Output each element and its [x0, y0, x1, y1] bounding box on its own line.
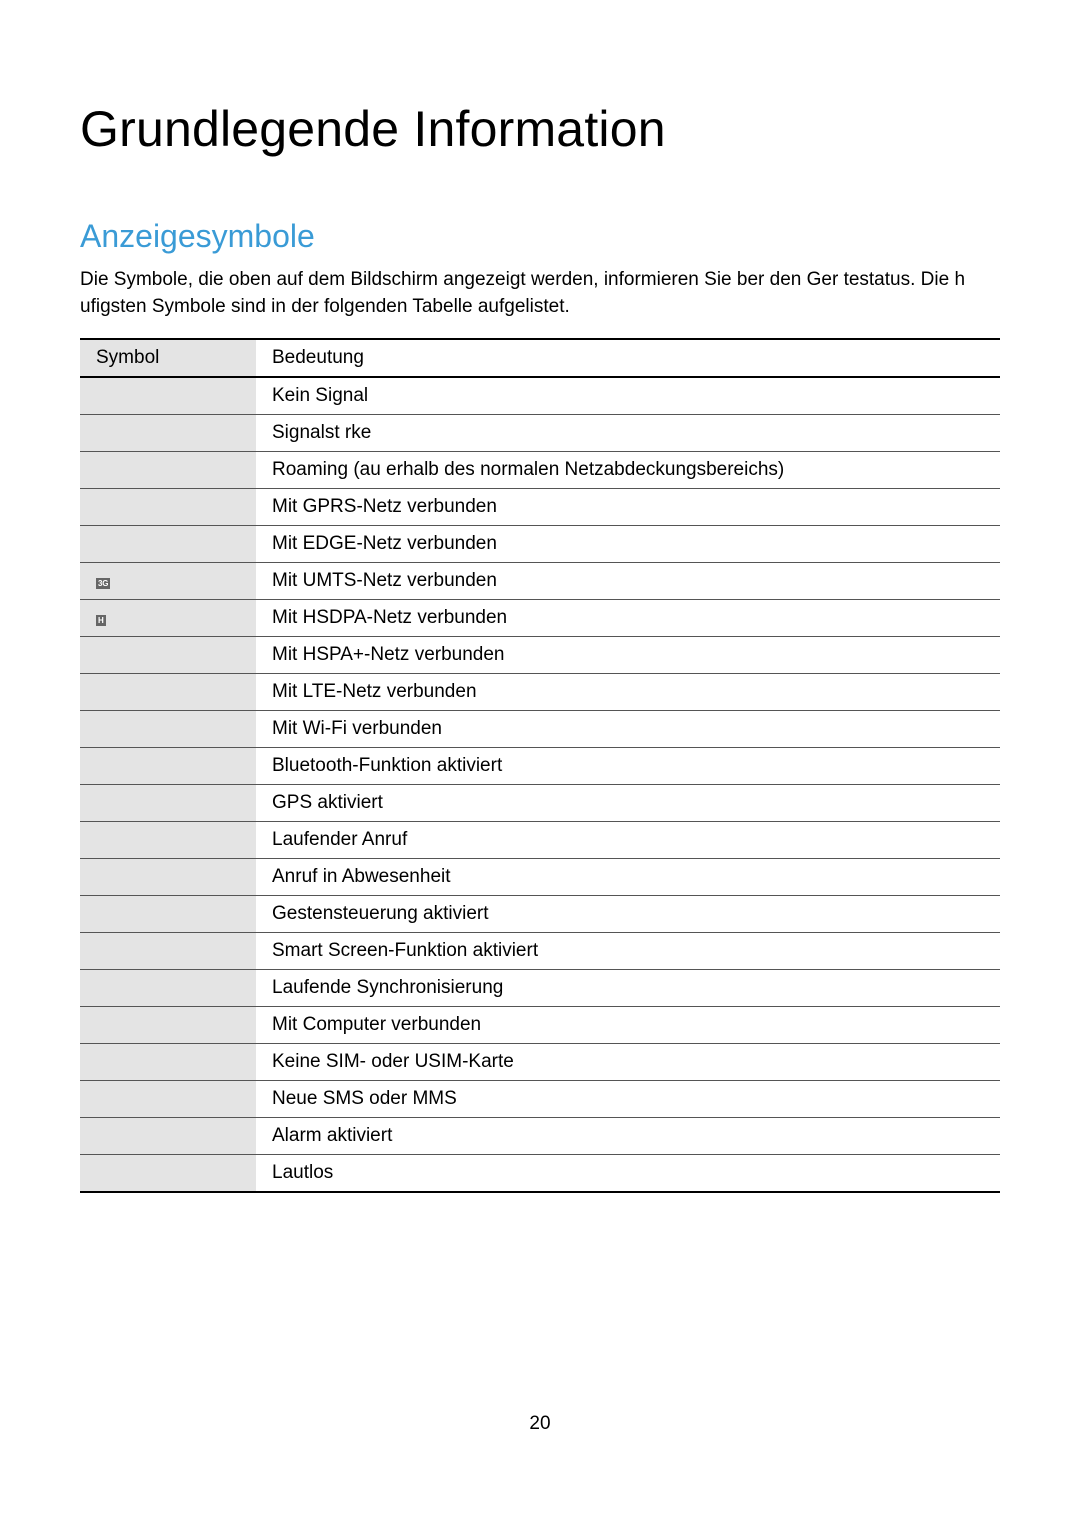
meaning-cell: Neue SMS oder MMS [256, 1081, 1000, 1118]
symbol-cell [80, 896, 256, 933]
symbol-cell: H [80, 600, 256, 637]
table-row: Mit LTE-Netz verbunden [80, 674, 1000, 711]
table-row: Mit EDGE-Netz verbunden [80, 526, 1000, 563]
intro-paragraph: Die Symbole, die oben auf dem Bildschirm… [80, 267, 1000, 320]
meaning-cell: Mit UMTS-Netz verbunden [256, 563, 1000, 600]
table-row: Smart Screen-Funktion aktiviert [80, 933, 1000, 970]
symbol-table: Symbol Bedeutung Kein SignalSignalst rke… [80, 338, 1000, 1193]
meaning-cell: Mit Wi-Fi verbunden [256, 711, 1000, 748]
symbol-cell [80, 785, 256, 822]
symbol-cell [80, 1007, 256, 1044]
header-meaning: Bedeutung [256, 339, 1000, 377]
table-row: Kein Signal [80, 377, 1000, 415]
table-row: Mit GPRS-Netz verbunden [80, 489, 1000, 526]
table-row: Lautlos [80, 1155, 1000, 1193]
table-header-row: Symbol Bedeutung [80, 339, 1000, 377]
symbol-cell [80, 859, 256, 896]
symbol-cell: 3G [80, 563, 256, 600]
section-subtitle: Anzeigesymbole [80, 218, 1000, 255]
symbol-cell [80, 1081, 256, 1118]
symbol-cell [80, 970, 256, 1007]
table-row: Gestensteuerung aktiviert [80, 896, 1000, 933]
meaning-cell: Roaming (au erhalb des normalen Netzabde… [256, 452, 1000, 489]
table-row: Laufende Synchronisierung [80, 970, 1000, 1007]
meaning-cell: Mit EDGE-Netz verbunden [256, 526, 1000, 563]
meaning-cell: Lautlos [256, 1155, 1000, 1193]
meaning-cell: Laufender Anruf [256, 822, 1000, 859]
table-row: Signalst rke [80, 415, 1000, 452]
table-row: GPS aktiviert [80, 785, 1000, 822]
meaning-cell: Keine SIM- oder USIM-Karte [256, 1044, 1000, 1081]
meaning-cell: Mit LTE-Netz verbunden [256, 674, 1000, 711]
table-row: Alarm aktiviert [80, 1118, 1000, 1155]
table-row: Roaming (au erhalb des normalen Netzabde… [80, 452, 1000, 489]
meaning-cell: Mit HSPA+-Netz verbunden [256, 637, 1000, 674]
symbol-cell [80, 377, 256, 415]
table-row: H Mit HSDPA-Netz verbunden [80, 600, 1000, 637]
meaning-cell: Bluetooth-Funktion aktiviert [256, 748, 1000, 785]
symbol-cell [80, 1044, 256, 1081]
meaning-cell: Signalst rke [256, 415, 1000, 452]
table-row: Mit Computer verbunden [80, 1007, 1000, 1044]
symbol-cell [80, 637, 256, 674]
page-title: Grundlegende Information [80, 100, 1000, 158]
symbol-cell [80, 1155, 256, 1193]
symbol-cell [80, 415, 256, 452]
symbol-cell [80, 822, 256, 859]
table-row: Bluetooth-Funktion aktiviert [80, 748, 1000, 785]
table-row: Mit HSPA+-Netz verbunden [80, 637, 1000, 674]
meaning-cell: Alarm aktiviert [256, 1118, 1000, 1155]
meaning-cell: Smart Screen-Funktion aktiviert [256, 933, 1000, 970]
meaning-cell: Anruf in Abwesenheit [256, 859, 1000, 896]
symbol-cell [80, 748, 256, 785]
table-row: 3G Mit UMTS-Netz verbunden [80, 563, 1000, 600]
status-icon: 3G [96, 578, 110, 589]
meaning-cell: Mit Computer verbunden [256, 1007, 1000, 1044]
status-icon: H [96, 615, 106, 626]
symbol-cell [80, 452, 256, 489]
table-row: Mit Wi-Fi verbunden [80, 711, 1000, 748]
header-symbol: Symbol [80, 339, 256, 377]
symbol-cell [80, 489, 256, 526]
symbol-cell [80, 526, 256, 563]
meaning-cell: Gestensteuerung aktiviert [256, 896, 1000, 933]
symbol-cell [80, 711, 256, 748]
page-number: 20 [80, 1413, 1000, 1435]
meaning-cell: GPS aktiviert [256, 785, 1000, 822]
table-row: Anruf in Abwesenheit [80, 859, 1000, 896]
meaning-cell: Mit HSDPA-Netz verbunden [256, 600, 1000, 637]
symbol-cell [80, 933, 256, 970]
meaning-cell: Kein Signal [256, 377, 1000, 415]
meaning-cell: Laufende Synchronisierung [256, 970, 1000, 1007]
table-row: Laufender Anruf [80, 822, 1000, 859]
symbol-cell [80, 1118, 256, 1155]
table-row: Keine SIM- oder USIM-Karte [80, 1044, 1000, 1081]
meaning-cell: Mit GPRS-Netz verbunden [256, 489, 1000, 526]
table-row: Neue SMS oder MMS [80, 1081, 1000, 1118]
symbol-cell [80, 674, 256, 711]
